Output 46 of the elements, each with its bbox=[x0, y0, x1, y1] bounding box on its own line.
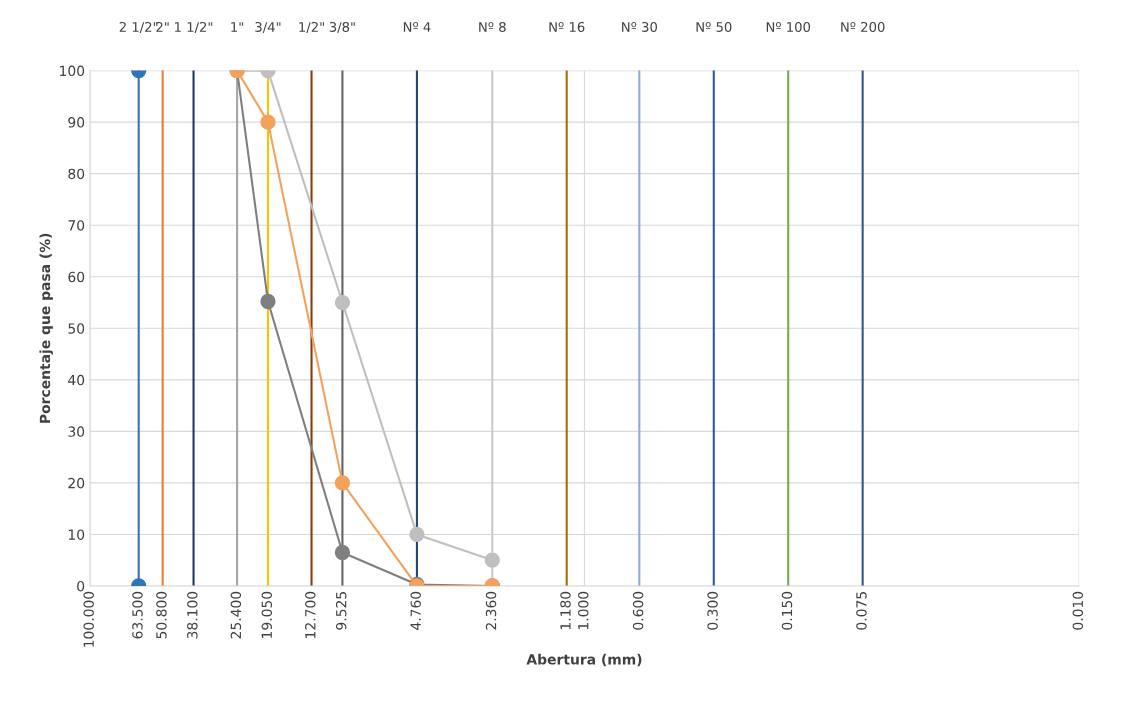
x-tick-label: 1.000 bbox=[578, 591, 589, 630]
annotation: 1/2" bbox=[299, 21, 324, 33]
annotation: 1 1/2" bbox=[175, 21, 213, 33]
annotation: Nº 30 bbox=[622, 21, 657, 32]
y-tick-label: 10 bbox=[68, 529, 85, 540]
y-axis-title: Porcentaje que pasa (%) bbox=[39, 233, 53, 423]
x-tick-label: 19.050 bbox=[261, 591, 273, 638]
x-tick-label: 12.700 bbox=[305, 591, 316, 638]
x-tick-label: 100.000 bbox=[83, 591, 94, 647]
annotation: Nº 4 bbox=[403, 21, 431, 32]
annotation: 2 1/2" bbox=[119, 21, 158, 33]
x-tick-label: 63.500 bbox=[132, 591, 143, 639]
y-tick-label: 80 bbox=[68, 168, 85, 180]
y-tick-label: 50 bbox=[68, 323, 85, 334]
x-tick-label: 0.600 bbox=[632, 591, 644, 630]
y-tick-label: 60 bbox=[68, 271, 85, 283]
annotation: Nº 100 bbox=[766, 21, 811, 32]
y-tick-label: 40 bbox=[68, 374, 85, 386]
x-tick-label: 2.360 bbox=[485, 591, 497, 630]
annotation: Nº 200 bbox=[841, 21, 885, 32]
annotation: Nº 16 bbox=[549, 21, 585, 32]
annotation: Nº 8 bbox=[479, 21, 506, 32]
x-tick-label: 0.010 bbox=[1072, 591, 1084, 630]
x-tick-label: 0.075 bbox=[856, 592, 867, 630]
y-tick-label: 0 bbox=[77, 580, 85, 592]
y-tick-label: 30 bbox=[68, 426, 85, 437]
x-tick-label: 0.150 bbox=[781, 591, 793, 630]
x-tick-label: 9.525 bbox=[335, 592, 347, 630]
y-tick-label: 20 bbox=[68, 477, 85, 489]
point bbox=[334, 294, 351, 311]
x-axis-title: Abertura (mm) bbox=[526, 653, 642, 667]
x-tick-label: 38.100 bbox=[187, 591, 198, 639]
x-tick-label: 0.300 bbox=[707, 591, 718, 630]
y-tick-label: 70 bbox=[68, 220, 85, 231]
annotation: 2" bbox=[156, 21, 169, 32]
y-tick-label: 100 bbox=[60, 65, 85, 77]
y-tick-label: 90 bbox=[68, 117, 85, 128]
annotation: 3/8" bbox=[329, 21, 355, 33]
x-tick-label: 4.760 bbox=[410, 591, 421, 630]
annotation: 3/4" bbox=[255, 21, 281, 33]
x-tick-label: 1.180 bbox=[560, 591, 571, 630]
x-tick-label: 50.800 bbox=[156, 591, 167, 639]
annotation: 1" bbox=[231, 22, 244, 32]
point bbox=[260, 293, 276, 310]
annotation: Nº 50 bbox=[696, 21, 732, 32]
x-tick-label: 25.400 bbox=[230, 591, 242, 639]
